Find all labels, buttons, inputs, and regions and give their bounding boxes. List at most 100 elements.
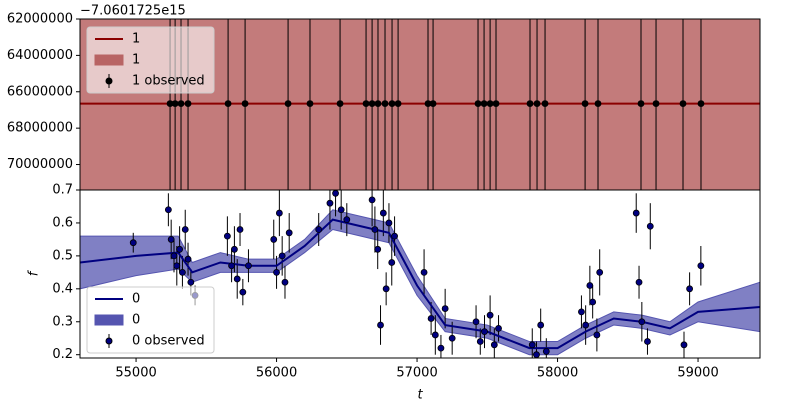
observed-point: [652, 100, 660, 107]
observed-point: [362, 100, 370, 107]
y-tick-label: 62000000: [7, 12, 73, 27]
observed-point: [239, 288, 247, 296]
y-tick-label: 68000000: [7, 121, 73, 136]
observed-point: [486, 100, 494, 107]
observed-point: [474, 100, 482, 107]
observed-point: [379, 209, 387, 217]
observed-point: [680, 341, 688, 349]
observed-point: [233, 275, 241, 283]
observed-point: [374, 100, 382, 107]
observed-point: [697, 262, 705, 270]
observed-point: [167, 236, 175, 243]
observed-point: [697, 100, 705, 107]
observed-point: [528, 341, 536, 349]
observed-point: [173, 262, 181, 270]
observed-point: [391, 232, 398, 240]
x-axis-label: t: [417, 388, 423, 400]
observed-point: [382, 285, 390, 293]
observed-point: [245, 262, 252, 270]
observed-point: [542, 348, 550, 355]
legend-label: 1: [132, 53, 140, 68]
observed-point: [170, 252, 178, 260]
observed-point: [582, 321, 590, 329]
y-tick-label: 0.5: [52, 248, 73, 263]
observed-point: [437, 344, 445, 352]
legend-dot: [105, 77, 113, 85]
y-tick-label: 70000000: [7, 157, 73, 172]
observed-point: [596, 268, 604, 276]
observed-point: [181, 226, 189, 233]
observed-point: [586, 282, 594, 289]
observed-point: [285, 229, 293, 237]
observed-point: [646, 222, 654, 230]
observed-point: [129, 239, 137, 247]
observed-point: [644, 338, 651, 345]
observed-point: [448, 334, 456, 342]
observed-point: [589, 298, 597, 306]
x-tick-label: 59000: [677, 366, 718, 381]
observed-point: [632, 209, 640, 217]
observed-point: [171, 100, 179, 107]
observed-point: [371, 226, 379, 233]
observed-point: [578, 308, 585, 316]
y-tick-label: 0.2: [52, 347, 73, 362]
observed-point: [184, 255, 192, 263]
y-axis-label: f: [27, 269, 42, 276]
observed-point: [184, 100, 192, 107]
observed-point: [526, 100, 534, 107]
observed-point: [177, 100, 185, 107]
observed-point: [273, 268, 280, 276]
observed-point: [388, 259, 396, 266]
x-tick-label: 56000: [256, 366, 297, 381]
axes-frame: [79, 189, 761, 359]
observed-point: [179, 268, 186, 276]
observed-point: [481, 328, 488, 336]
observed-point: [486, 311, 494, 319]
observed-point: [637, 100, 645, 107]
mean-line: [80, 218, 760, 350]
confidence-band: [80, 209, 760, 356]
observed-point: [495, 324, 502, 332]
legend-patch: [94, 54, 124, 66]
observed-point: [385, 219, 393, 227]
y-tick-label: 64000000: [7, 48, 73, 63]
observed-point: [343, 216, 351, 224]
observed-point: [490, 341, 498, 349]
observed-point: [336, 100, 344, 107]
observed-point: [476, 338, 484, 345]
observed-point: [332, 190, 339, 197]
legend: 1 1 1 observed: [86, 26, 215, 94]
observed-point: [431, 331, 439, 339]
observed-point: [228, 262, 235, 270]
observed-point: [492, 100, 500, 107]
observed-point: [315, 226, 323, 233]
observed-point: [231, 245, 238, 253]
observed-point: [326, 199, 334, 207]
legend-label: 0: [132, 313, 140, 328]
y-tick-label: 0.3: [52, 314, 73, 329]
observed-point: [638, 318, 646, 326]
observed-point: [176, 245, 184, 253]
observed-point: [241, 100, 249, 107]
observed-point: [541, 100, 549, 107]
observed-point: [581, 100, 589, 107]
observed-point: [533, 351, 540, 358]
observed-point: [368, 196, 376, 204]
y-tick-label: 66000000: [7, 84, 73, 99]
observed-point: [593, 331, 601, 339]
observed-point: [368, 100, 376, 107]
plot-area: [80, 19, 760, 190]
legend-label: 1 observed: [132, 74, 205, 89]
observed-point: [394, 100, 402, 107]
observed-point: [441, 305, 449, 312]
observed-point: [679, 100, 687, 107]
y-tick-label: 0.6: [52, 215, 73, 230]
legend-label: 0 observed: [132, 334, 205, 349]
offset-text: −7.0601725e15: [80, 4, 186, 19]
observed-point: [537, 321, 545, 329]
observed-point: [224, 100, 232, 107]
observed-point: [236, 226, 244, 233]
x-tick-label: 58000: [537, 366, 578, 381]
observed-point: [377, 321, 384, 329]
observed-point: [594, 100, 602, 107]
